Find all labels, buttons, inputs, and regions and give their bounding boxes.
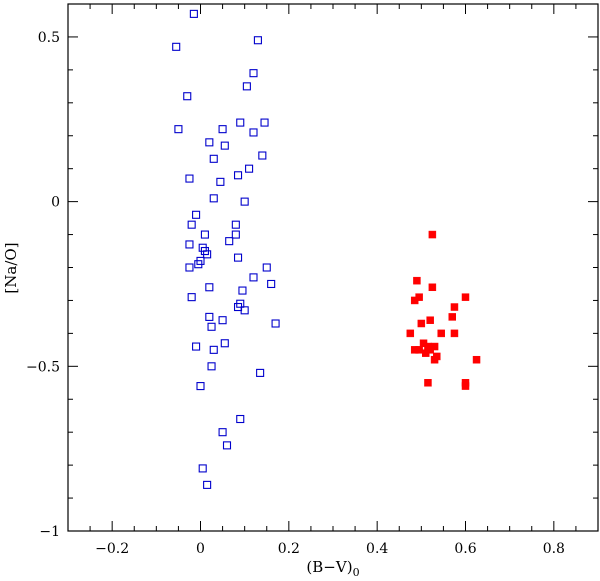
data-point-open-square (218, 125, 227, 134)
data-point-filled-square (461, 293, 470, 301)
data-point-open-square (205, 312, 214, 321)
data-point-filled-square (424, 379, 432, 387)
data-point-open-square (267, 279, 276, 289)
data-point-open-square (220, 141, 229, 150)
data-point-open-square (260, 118, 269, 127)
data-point-open-square (189, 9, 198, 18)
x-tick-label: 0.4 (366, 541, 388, 557)
data-point-filled-square (413, 276, 421, 285)
data-point-open-square (172, 42, 181, 51)
data-point-open-square (185, 174, 194, 183)
data-point-filled-square (426, 346, 434, 354)
data-point-open-square (240, 197, 249, 206)
data-point-open-square (249, 128, 258, 137)
data-point-filled-square (415, 346, 423, 354)
data-point-open-square (233, 253, 243, 262)
data-point-open-square (242, 82, 251, 91)
data-point-open-square (187, 220, 196, 229)
x-tick-label: 0.6 (454, 541, 476, 557)
data-point-open-square (231, 220, 240, 229)
plot-frame (67, 3, 599, 532)
data-point-open-square (185, 240, 194, 249)
data-point-open-square (256, 368, 265, 377)
axis-ticks (67, 3, 599, 532)
x-axis-label: (B−V)0 (306, 558, 359, 579)
data-point-filled-square (428, 283, 437, 292)
data-point-open-square (174, 125, 183, 134)
data-point-open-square (198, 464, 207, 473)
data-point-open-square (225, 237, 234, 246)
y-tick-label: −1 (39, 524, 60, 540)
x-tick-label: 0 (196, 541, 205, 557)
data-point-open-square (240, 306, 249, 315)
y-tick-label: 0.5 (38, 30, 60, 46)
data-point-open-square (253, 36, 262, 45)
data-point-open-square (192, 210, 201, 219)
data-point-open-square (194, 260, 203, 269)
data-point-filled-square (437, 329, 445, 338)
data-point-open-square (203, 250, 212, 259)
data-point-filled-square (450, 329, 459, 338)
y-tick-label: −0.5 (26, 359, 60, 375)
data-point-open-square (209, 154, 218, 163)
data-point-open-square (200, 230, 209, 239)
data-point-open-square (209, 345, 218, 354)
data-point-filled-square (430, 355, 439, 364)
y-axis-label: [Na/O] (2, 242, 20, 293)
data-point-open-square (183, 92, 192, 101)
tick-labels: −0.2 0 0.2 0.4 0.6 0.8 −1 −0.5 0 0.5 (26, 30, 565, 557)
data-point-open-square (245, 164, 254, 173)
x-axis-label-subscript: 0 (353, 566, 360, 579)
data-point-filled-square (448, 313, 456, 321)
x-tick-label: 0.8 (543, 541, 565, 557)
x-tick-label: 0.2 (278, 541, 300, 557)
data-point-open-square (203, 480, 212, 489)
data-point-filled-square (461, 382, 470, 390)
data-point-filled-square (426, 316, 434, 324)
data-point-open-square (271, 319, 280, 328)
data-point-filled-square (415, 293, 423, 301)
data-point-open-square (209, 194, 218, 203)
data-point-open-square (258, 151, 267, 160)
data-point-open-square (218, 428, 227, 437)
x-axis-label-text: (B−V) (306, 558, 352, 576)
data-point-open-square (238, 286, 247, 295)
data-point-open-square (207, 362, 216, 371)
data-point-filled-square (472, 355, 481, 364)
data-point-open-square (185, 263, 194, 272)
data-point-open-square (249, 69, 258, 78)
data-point-open-square (249, 273, 258, 282)
x-tick-label: −0.2 (95, 541, 129, 557)
data-point-open-square (262, 263, 271, 272)
data-point-filled-square (417, 319, 426, 328)
data-point-filled-square (428, 230, 437, 239)
data-point-open-square (218, 316, 227, 325)
data-point-open-square (207, 322, 216, 331)
data-point-open-square (222, 441, 232, 450)
data-point-filled-square (406, 329, 415, 338)
data-point-open-square (216, 177, 225, 186)
data-point-open-square (205, 283, 214, 292)
series-open-squares (172, 9, 280, 489)
data-point-open-square (187, 293, 196, 302)
data-point-open-square (236, 414, 245, 424)
series-filled-squares (406, 230, 481, 390)
data-point-open-square (233, 171, 243, 180)
y-tick-label: 0 (51, 195, 60, 211)
data-point-open-square (196, 382, 205, 391)
data-point-open-square (192, 342, 201, 351)
data-point-open-square (205, 138, 214, 147)
data-point-open-square (236, 118, 245, 127)
data-point-open-square (220, 339, 229, 348)
data-point-open-square (231, 230, 240, 239)
data-point-filled-square (450, 303, 459, 311)
